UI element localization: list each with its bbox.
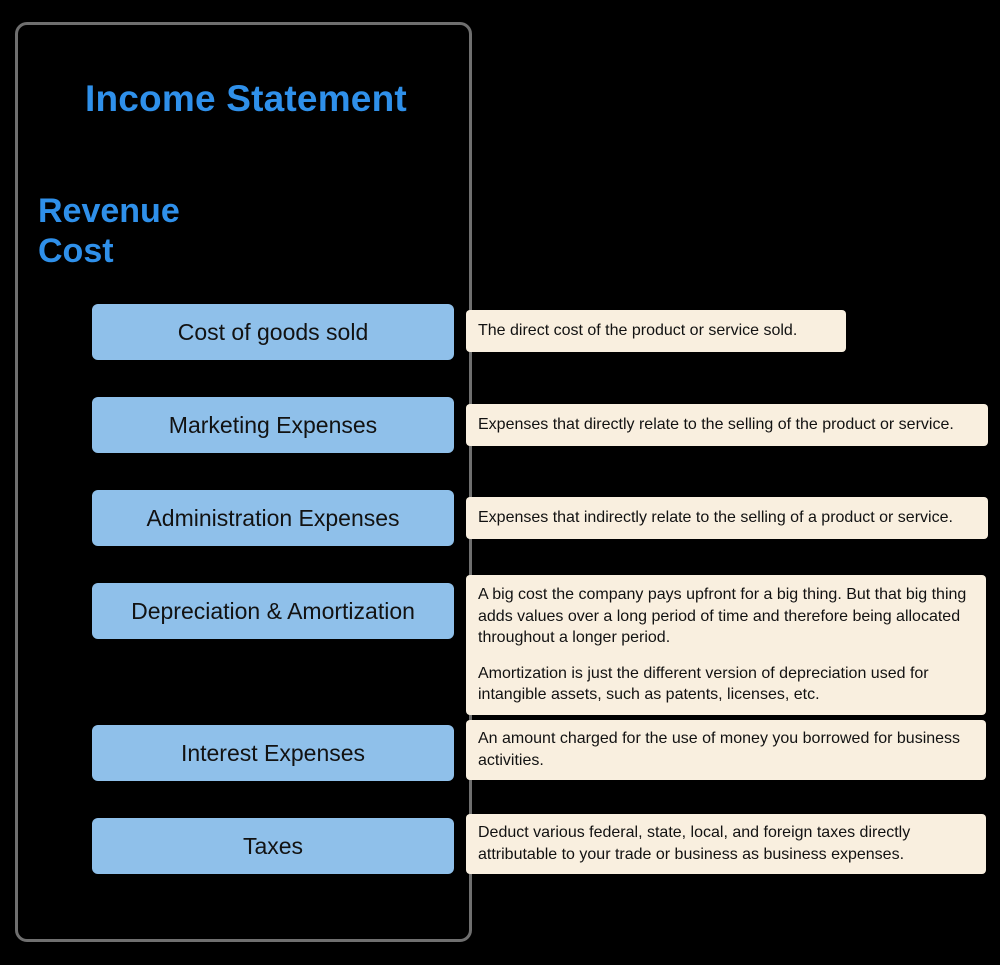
section-label: Revenue	[38, 192, 180, 231]
cost-note: The direct cost of the product or servic…	[466, 310, 846, 352]
cost-note: Expenses that indirectly relate to the s…	[466, 497, 988, 539]
cost-note-text: Deduct various federal, state, local, an…	[478, 822, 974, 865]
card-title: Income Statement	[85, 78, 407, 120]
cost-note-text: The direct cost of the product or servic…	[478, 320, 834, 342]
cost-item: Administration Expenses	[92, 490, 454, 546]
cost-note-text: Amortization is just the different versi…	[478, 663, 974, 706]
cost-note-text: Expenses that directly relate to the sel…	[478, 414, 976, 436]
cost-item-label: Depreciation & Amortization	[131, 598, 415, 625]
cost-item: Cost of goods sold	[92, 304, 454, 360]
cost-note: A big cost the company pays upfront for …	[466, 575, 986, 715]
statement-card	[15, 22, 472, 942]
cost-item-label: Cost of goods sold	[178, 319, 369, 346]
section-label: Cost	[38, 232, 114, 271]
cost-note-text: Expenses that indirectly relate to the s…	[478, 507, 976, 529]
cost-item: Taxes	[92, 818, 454, 874]
cost-item: Marketing Expenses	[92, 397, 454, 453]
diagram-stage: Income Statement RevenueCost Cost of goods…	[0, 0, 1000, 965]
cost-item-label: Administration Expenses	[146, 505, 399, 532]
cost-item-label: Marketing Expenses	[169, 412, 377, 439]
cost-note-text: An amount charged for the use of money y…	[478, 728, 974, 771]
cost-item-label: Interest Expenses	[181, 740, 365, 767]
cost-note: Expenses that directly relate to the sel…	[466, 404, 988, 446]
cost-note-text: A big cost the company pays upfront for …	[478, 584, 974, 649]
cost-note: Deduct various federal, state, local, an…	[466, 814, 986, 874]
cost-item: Depreciation & Amortization	[92, 583, 454, 639]
cost-note: An amount charged for the use of money y…	[466, 720, 986, 780]
cost-item-label: Taxes	[243, 833, 303, 860]
cost-item: Interest Expenses	[92, 725, 454, 781]
